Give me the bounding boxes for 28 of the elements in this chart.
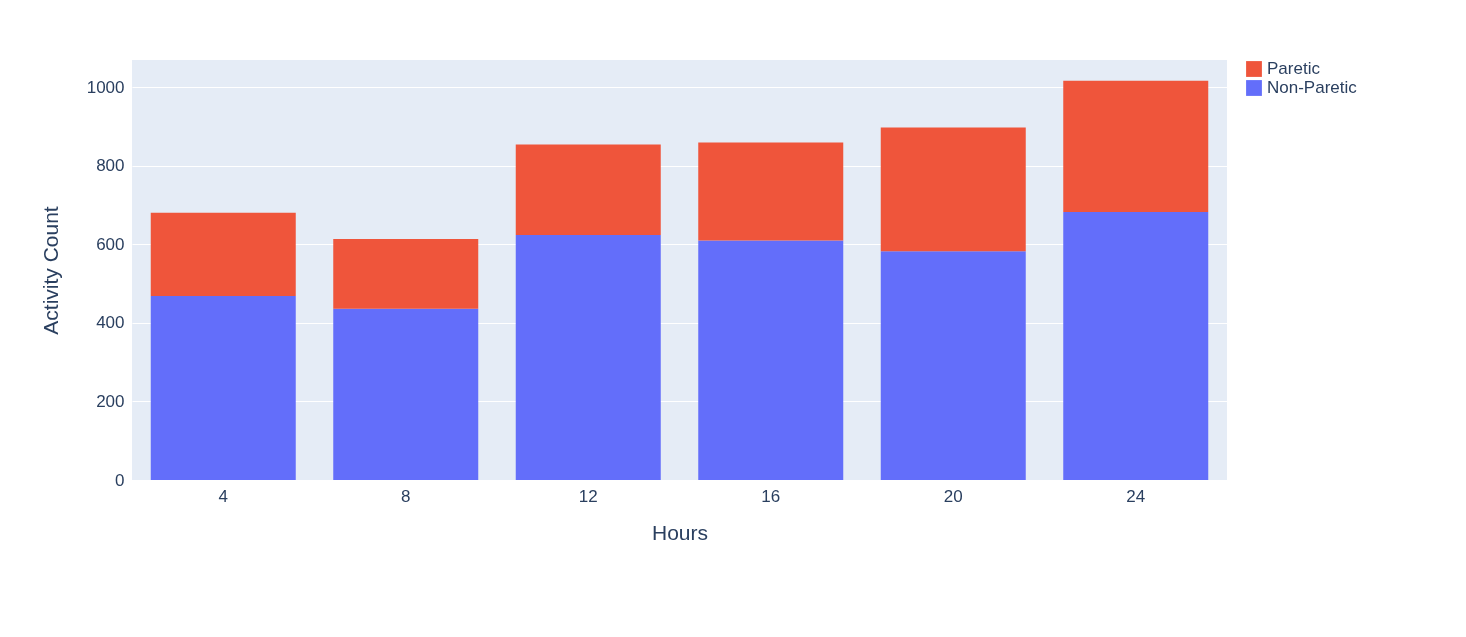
legend-label: Paretic (1267, 59, 1321, 78)
y-tick-label: 0 (115, 470, 125, 490)
y-tick-label: 400 (96, 313, 125, 333)
bar (515, 235, 661, 480)
y-tick-label: 200 (96, 392, 125, 411)
y-tick-label: 1000 (86, 77, 125, 97)
y-axis-title: Activity Count (38, 206, 62, 335)
bar (150, 295, 296, 480)
y-tick-label: 800 (96, 156, 125, 176)
bar (880, 127, 1026, 252)
bar (698, 142, 844, 241)
bar (150, 212, 296, 296)
x-axis-title: Hours (651, 520, 709, 544)
y-tick-label: 600 (96, 234, 125, 254)
bar (880, 251, 1026, 480)
bar (1063, 211, 1209, 480)
x-tick-label: 16 (761, 486, 781, 506)
x-tick-label: 4 (218, 486, 228, 506)
bar (698, 240, 844, 480)
x-tick-label: 12 (578, 486, 598, 506)
bar (1063, 80, 1209, 212)
x-tick-label: 24 (1126, 486, 1146, 506)
bar (333, 238, 479, 309)
x-tick-label: 8 (401, 486, 411, 506)
legend-label: Non-Paretic (1267, 78, 1358, 97)
x-tick-label: 20 (943, 486, 963, 506)
bar (333, 308, 479, 480)
bar (515, 144, 661, 236)
